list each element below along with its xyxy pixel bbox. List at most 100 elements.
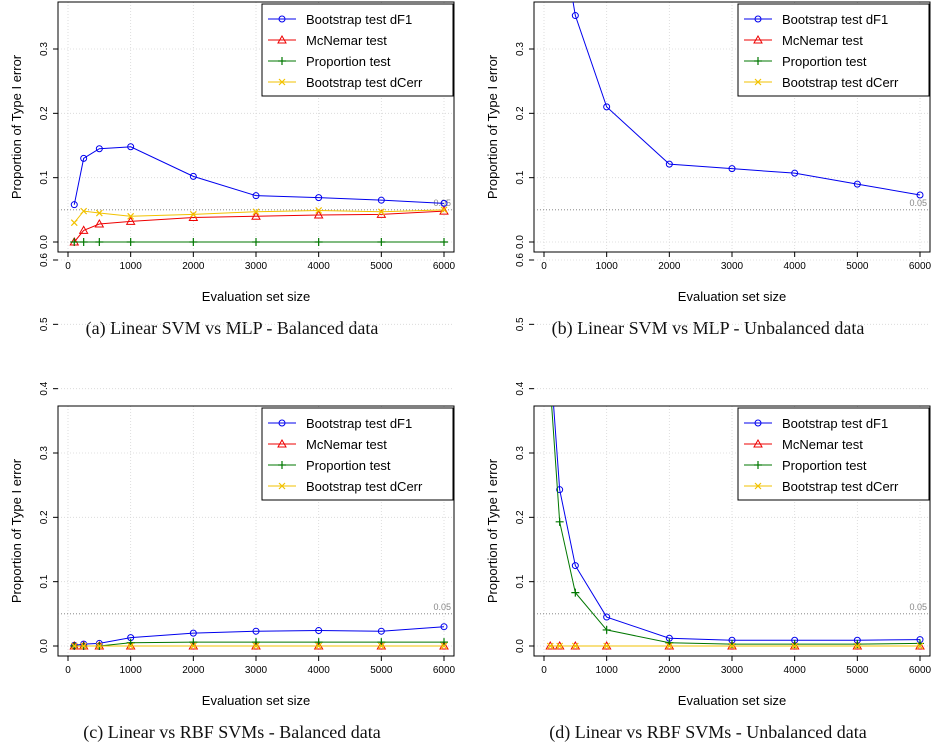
y-tick-label: 0.0	[39, 235, 50, 249]
series-line-1	[73, 146, 445, 205]
x-tick-label: 1000	[596, 665, 619, 676]
series-layer	[571, 2, 924, 199]
data-point	[603, 613, 611, 621]
data-point	[70, 219, 78, 227]
y-tick-label: 0.6	[39, 253, 50, 267]
legend-marker	[278, 57, 286, 65]
data-point	[377, 642, 385, 650]
data-point	[377, 627, 385, 635]
data-point	[189, 210, 197, 218]
data-point	[791, 169, 799, 177]
data-point	[546, 642, 554, 650]
y-tick-label: 0.4	[39, 381, 50, 395]
data-point	[189, 629, 197, 637]
data-point	[70, 201, 78, 209]
data-point	[80, 642, 88, 650]
data-point	[95, 145, 103, 153]
legend-marker	[277, 438, 287, 448]
x-tick-label: 3000	[245, 665, 268, 676]
x-tick-label: 3000	[721, 261, 744, 272]
chart-panel-4: 0 1000 2000 3000 4000 5000 6000 0.0 0.1 0.2 0.3 0.4…	[485, 253, 932, 743]
data-point	[791, 642, 799, 650]
data-point	[189, 642, 197, 650]
data-point	[315, 642, 323, 650]
legend-marker	[278, 482, 286, 490]
legend-marker	[754, 419, 762, 427]
x-tick-label: 0	[541, 261, 547, 272]
series-line-1	[553, 406, 921, 641]
data-point	[377, 638, 386, 647]
data-point	[126, 238, 135, 246]
data-point	[603, 642, 611, 650]
x-tick-label: 0	[65, 665, 71, 676]
x-axis-title: Evaluation set size	[678, 289, 786, 304]
y-tick-label: 0.5	[515, 317, 526, 331]
legend-box	[261, 407, 454, 501]
data-point	[252, 238, 260, 246]
y-tick-label: 0.5	[39, 317, 50, 331]
data-point	[189, 238, 198, 246]
series-layer	[69, 143, 449, 246]
data-point	[440, 642, 448, 650]
data-point	[603, 103, 611, 111]
chart-panel-1: 01000200030004000500060000.00.10.20.30.4…	[9, 1, 456, 339]
data-point	[252, 642, 260, 650]
data-point	[440, 623, 448, 631]
data-point	[377, 208, 385, 216]
y-tick-label: 0.6	[515, 253, 526, 267]
x-axis-title: Evaluation set size	[678, 693, 786, 708]
panel-caption: (a) Linear SVM vs MLP - Balanced data	[86, 318, 379, 339]
data-point	[127, 143, 135, 151]
series-layer	[69, 623, 449, 650]
data-point	[127, 212, 135, 220]
data-point	[377, 196, 385, 204]
legend-marker	[754, 461, 762, 469]
x-tick-label: 1000	[120, 665, 143, 676]
data-point	[440, 206, 448, 214]
y-tick-label: 0.3	[39, 42, 50, 56]
data-point	[314, 638, 323, 647]
data-point	[440, 638, 448, 647]
y-tick-label: 0.1	[515, 574, 526, 588]
data-point	[252, 638, 260, 647]
data-point	[94, 218, 105, 228]
legend-marker	[754, 78, 762, 86]
data-point	[315, 194, 323, 202]
data-point	[79, 238, 88, 246]
x-tick-label: 5000	[370, 261, 393, 272]
data-point	[728, 165, 736, 173]
x-tick-label: 4000	[784, 665, 807, 676]
data-point	[546, 381, 554, 389]
x-tick-label: 2000	[658, 665, 681, 676]
y-tick-label: 0.2	[39, 106, 50, 120]
x-tick-label: 6000	[433, 261, 456, 272]
legend-label: Bootstrap test dF1	[306, 12, 412, 27]
x-tick-label: 5000	[370, 665, 393, 676]
legend-marker	[278, 15, 286, 23]
legend-marker	[278, 78, 286, 86]
y-axis-title: Proportion of Type I error	[9, 458, 24, 603]
x-tick-label: 2000	[658, 261, 681, 272]
data-point	[555, 517, 564, 526]
x-axis-title: Evaluation set size	[202, 289, 310, 304]
y-tick-label: 0.4	[515, 381, 526, 395]
data-point	[70, 238, 79, 246]
y-tick-label: 0.1	[39, 170, 50, 184]
x-tick-label: 1000	[120, 261, 143, 272]
legend-label: Bootstrap test dCerr	[782, 75, 899, 90]
data-point	[665, 160, 673, 168]
x-tick-label: 2000	[182, 665, 205, 676]
y-axis-title: Proportion of Type I error	[485, 458, 500, 603]
legend-label: McNemar test	[306, 437, 387, 452]
y-tick-label: 0.3	[39, 446, 50, 460]
legend-marker	[277, 34, 287, 44]
data-point	[602, 625, 611, 634]
reference-line-label: 0.05	[909, 198, 927, 208]
y-tick-label: 0.2	[39, 510, 50, 524]
legend-label: Proportion test	[782, 54, 867, 69]
data-point	[78, 225, 89, 234]
legend-label: Proportion test	[782, 458, 867, 473]
legend-marker	[754, 482, 762, 490]
legend-label: Bootstrap test dCerr	[782, 479, 899, 494]
legend-marker	[278, 461, 286, 469]
